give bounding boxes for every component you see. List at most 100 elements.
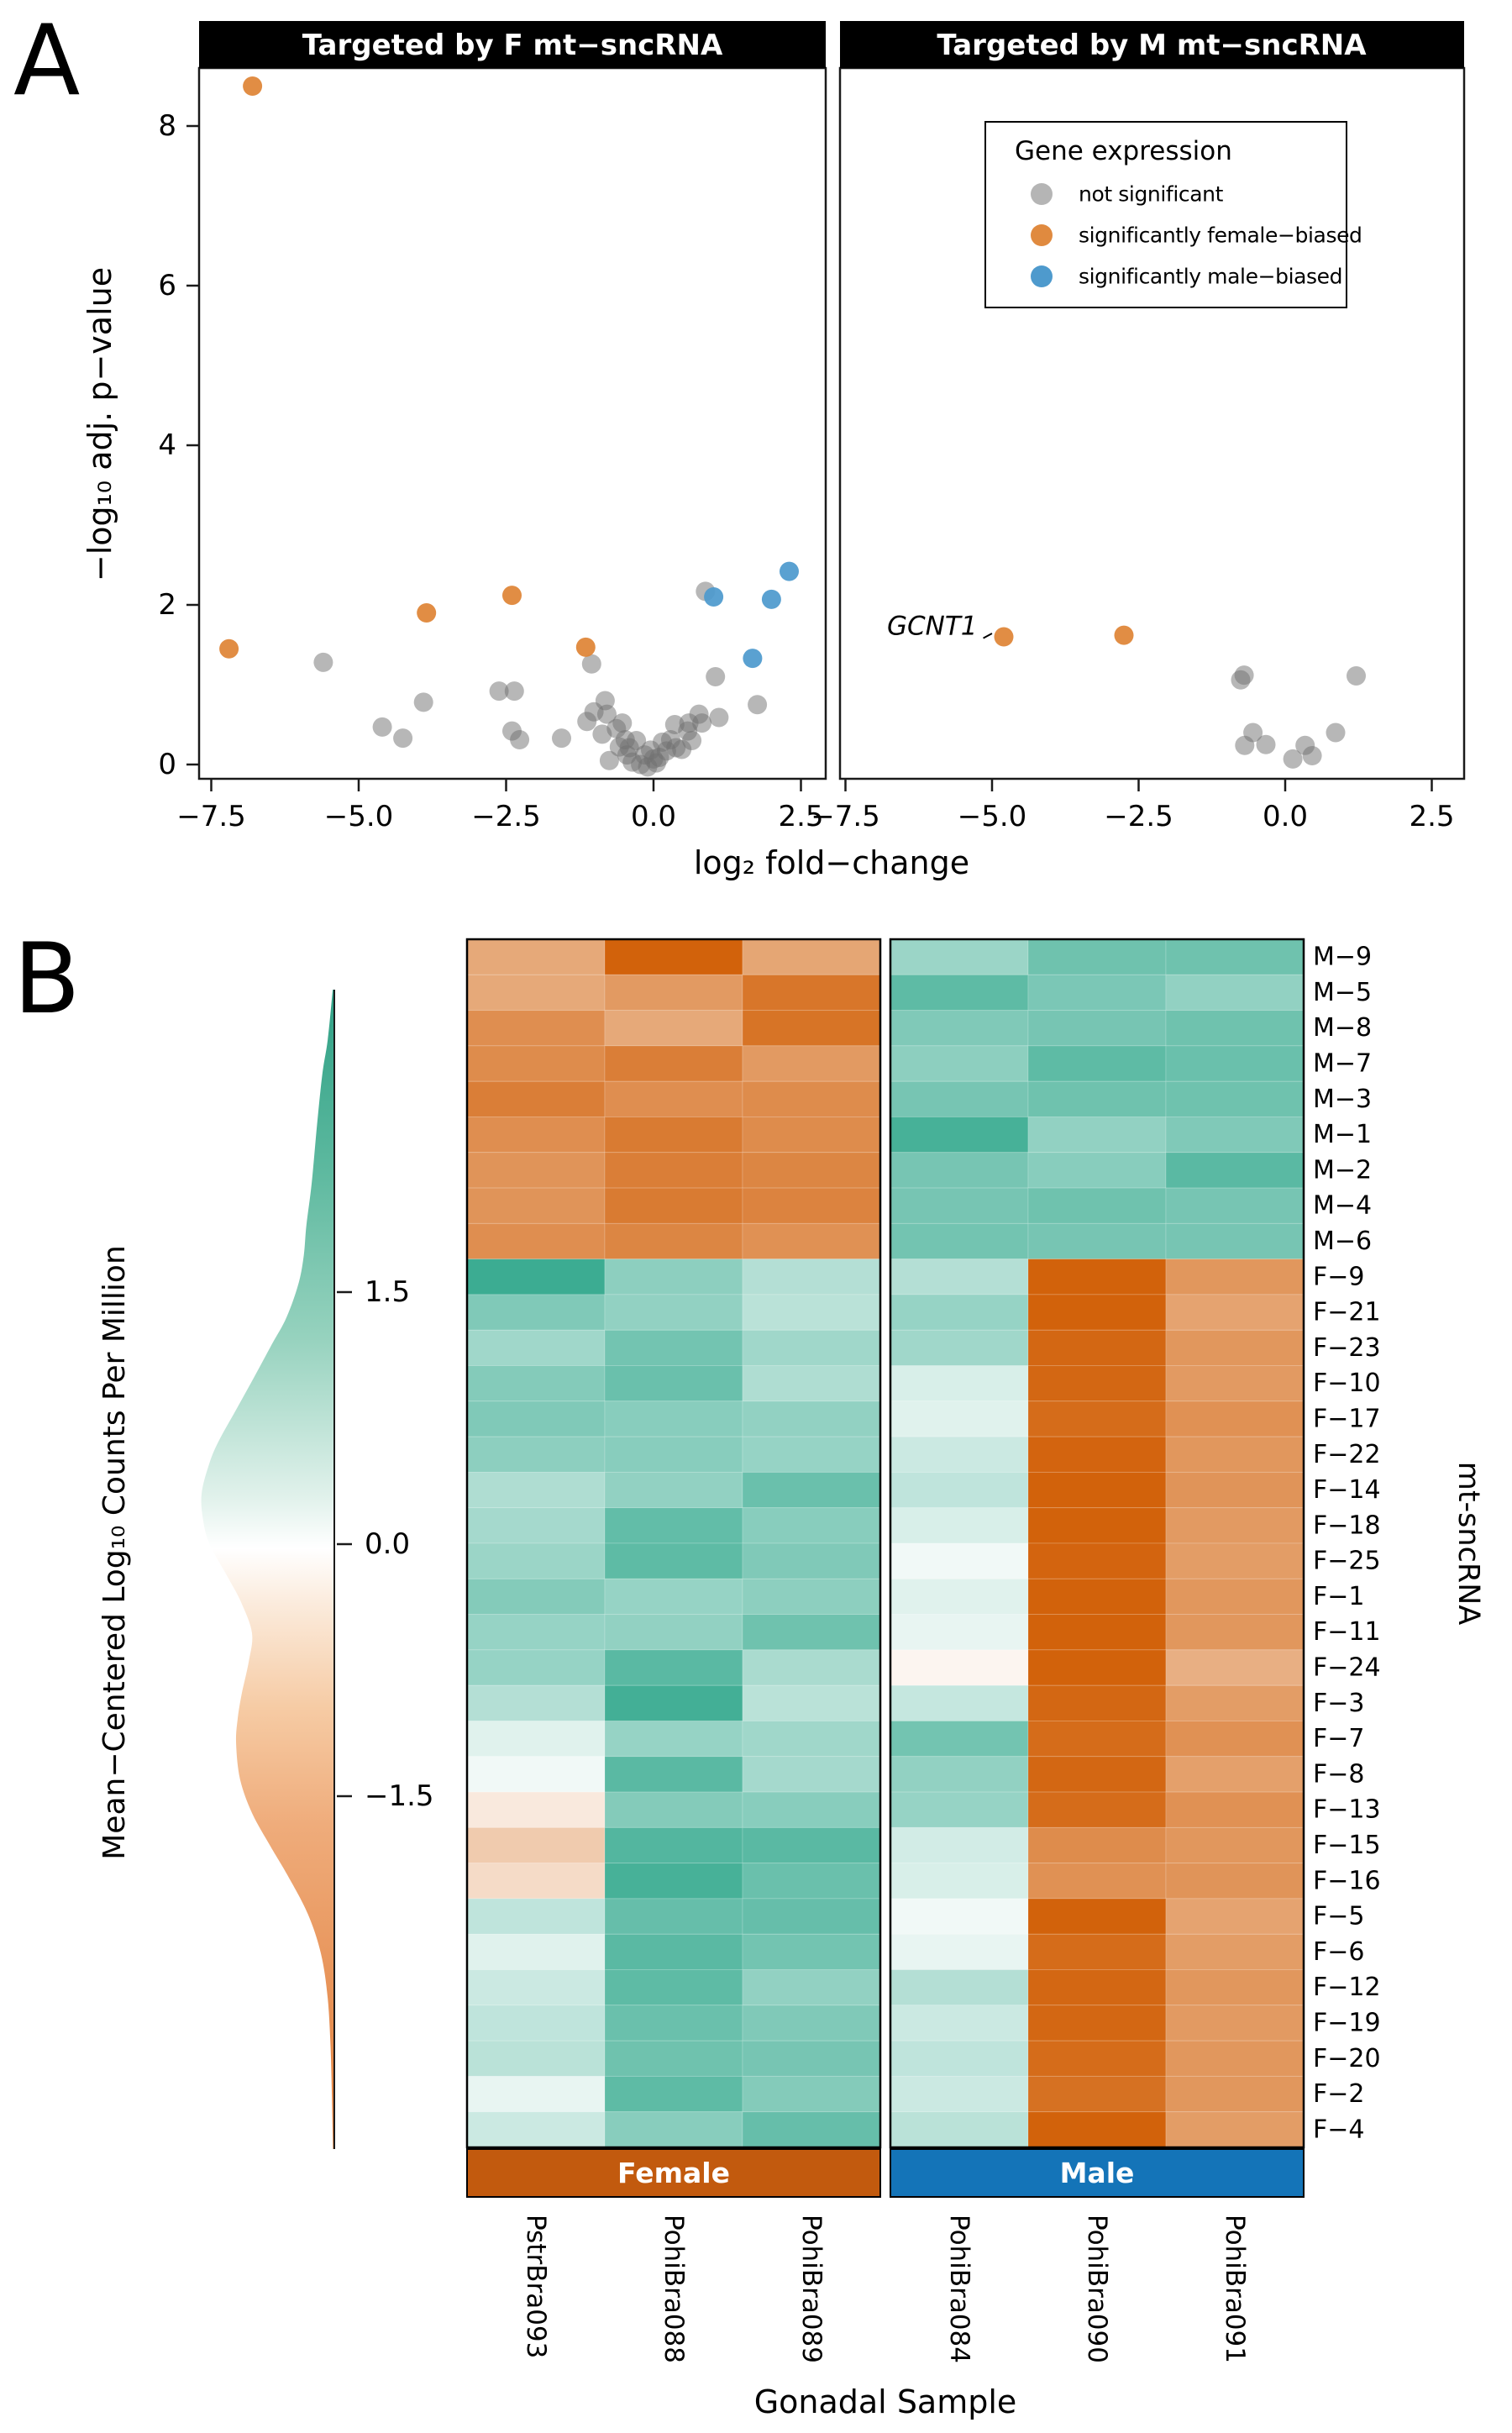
heatmap-cell xyxy=(742,1471,881,1509)
heatmap-cell xyxy=(742,1400,881,1437)
data-point-female_biased xyxy=(994,627,1014,647)
heatmap-cell xyxy=(1027,974,1167,1012)
heatmap-cell xyxy=(742,1933,881,1971)
heatmap-cell xyxy=(890,1294,1029,1331)
heatmap-cell xyxy=(1027,1116,1167,1153)
heatmap-cell xyxy=(1165,1720,1305,1758)
heatmap-row-label: M−9 xyxy=(1313,943,1372,972)
legend-item-label: not significant xyxy=(1079,182,1224,207)
data-point-not_significant xyxy=(1326,723,1346,743)
heatmap-cell xyxy=(1027,1436,1167,1473)
heatmap-cell xyxy=(1027,1507,1167,1544)
heatmap-cell xyxy=(890,1365,1029,1402)
heatmap-cell xyxy=(604,1756,743,1793)
heatmap-cell xyxy=(1027,1578,1167,1616)
heatmap-cell xyxy=(890,1471,1029,1509)
heatmap-cell xyxy=(1027,1933,1167,1971)
heatmap-col-label: PohiBra088 xyxy=(659,2215,689,2363)
x-axis-tick-label: −5.0 xyxy=(958,800,1027,833)
heatmap-cell xyxy=(466,1116,606,1153)
heatmap-cell xyxy=(890,1791,1029,1828)
heatmap-cell xyxy=(890,1507,1029,1544)
data-point-not_significant xyxy=(1283,749,1303,769)
heatmap-cell xyxy=(466,1294,606,1331)
heatmap-cell xyxy=(890,1614,1029,1651)
legend-swatch-male_biased xyxy=(1031,265,1053,287)
heatmap-cell xyxy=(742,2005,881,2042)
heatmap-cell xyxy=(890,1720,1029,1758)
heatmap-x-axis-title: Gonadal Sample xyxy=(754,2383,1017,2420)
heatmap-row-label: M−7 xyxy=(1313,1049,1372,1079)
heatmap-cell xyxy=(890,1863,1029,1900)
panel-a: A Targeted by F mt−sncRNA Targeted by M … xyxy=(13,4,1466,881)
heatmap-cell xyxy=(742,1080,881,1117)
volcano-axes: −7.5 −5.0 −2.5 0.0 2.5−7.5 −5.0 −2.5 0.0 2.50246… xyxy=(158,109,1454,833)
data-point-male_biased xyxy=(780,561,799,581)
heatmap-cell xyxy=(604,2005,743,2042)
heatmap-cell xyxy=(1165,1010,1305,1047)
heatmap-cell xyxy=(1165,974,1305,1012)
heatmap-cell xyxy=(1165,1791,1305,1828)
heatmap-cell xyxy=(742,1614,881,1651)
heatmap-cell xyxy=(1165,1826,1305,1864)
heatmap-row-label: F−25 xyxy=(1313,1547,1381,1576)
y-axis-tick-label: 2 xyxy=(158,588,176,622)
heatmap-cell xyxy=(466,1329,606,1367)
heatmap-cell xyxy=(1165,1614,1305,1651)
heatmap-cell xyxy=(1027,1400,1167,1437)
legend-swatch-not_significant xyxy=(1031,183,1053,205)
data-point-not_significant xyxy=(413,692,433,712)
heatmap-cell xyxy=(466,1933,606,1971)
data-point-not_significant xyxy=(612,713,633,733)
heatmap-cell xyxy=(604,1400,743,1437)
heatmap-cell xyxy=(890,1542,1029,1579)
heatmap-cell xyxy=(604,1116,743,1153)
heatmap-cell xyxy=(890,974,1029,1012)
heatmap-row-label: F−1 xyxy=(1313,1582,1364,1611)
data-point-male_biased xyxy=(704,587,724,607)
heatmap-cell xyxy=(1027,2111,1167,2148)
heatmap-cell xyxy=(742,1010,881,1047)
heatmap-cell xyxy=(890,1116,1029,1153)
heatmap-cell xyxy=(1027,1329,1167,1367)
heatmap-cell xyxy=(1165,2005,1305,2042)
heatmap-cell xyxy=(1165,1400,1305,1437)
legend-item-label: significantly female−biased xyxy=(1079,223,1362,248)
heatmap-cell xyxy=(604,938,743,975)
x-axis-title: log₂ fold−change xyxy=(694,844,969,881)
female-group-label: Female xyxy=(617,2157,730,2189)
data-point-not_significant xyxy=(682,731,702,750)
heatmap-cell xyxy=(1165,1294,1305,1331)
data-point-not_significant xyxy=(1234,665,1254,686)
heatmap-cell xyxy=(466,1471,606,1509)
heatmap-col-label: PohiBra090 xyxy=(1082,2215,1112,2363)
heatmap-cell xyxy=(604,1294,743,1331)
heatmap-cell xyxy=(890,938,1029,975)
heatmap-cell xyxy=(466,1542,606,1579)
heatmap-cell xyxy=(1165,1222,1305,1260)
heatmap-cell xyxy=(604,1826,743,1864)
heatmap-cell xyxy=(742,1684,881,1721)
heatmap-cell xyxy=(742,1507,881,1544)
heatmap-cell xyxy=(1165,1259,1305,1295)
data-point-not_significant xyxy=(1235,735,1255,755)
heatmap-cell xyxy=(466,1720,606,1758)
heatmap-cell xyxy=(466,1010,606,1047)
data-point-not_significant xyxy=(1256,734,1276,754)
heatmap-cell xyxy=(742,1791,881,1828)
heatmap-cell xyxy=(604,2040,743,2077)
heatmap-cell xyxy=(890,1259,1029,1295)
heatmap-cell xyxy=(1027,938,1167,975)
heatmap-cell xyxy=(1165,1329,1305,1367)
heatmap-cell xyxy=(604,1649,743,1686)
heatmap-row-label: M−5 xyxy=(1313,978,1372,1007)
heatmap-row-label: M−3 xyxy=(1313,1085,1372,1114)
heatmap-cell xyxy=(1165,2075,1305,2113)
heatmap-y-axis-title: mt-sncRNA xyxy=(1452,1462,1485,1626)
heatmap-row-label: M−2 xyxy=(1313,1155,1372,1185)
data-point-not_significant xyxy=(393,728,413,749)
heatmap-cell xyxy=(890,1010,1029,1047)
heatmap-row-label: F−13 xyxy=(1313,1795,1381,1825)
heatmap-row-label: F−23 xyxy=(1313,1333,1381,1363)
heatmap-cell xyxy=(1165,1684,1305,1721)
